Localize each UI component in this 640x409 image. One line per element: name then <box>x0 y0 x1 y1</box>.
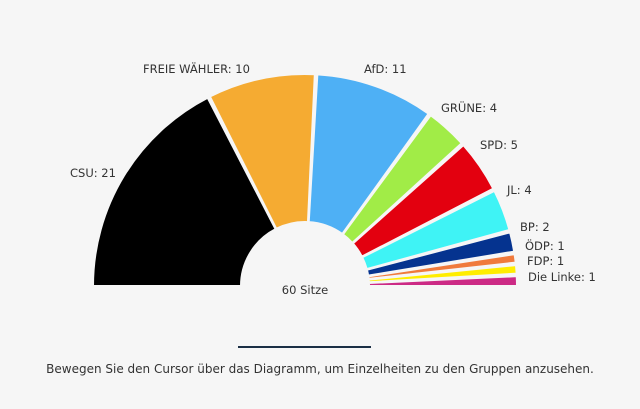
hint-text: Bewegen Sie den Cursor über das Diagramm… <box>46 362 594 376</box>
total-seats-label: 60 Sitze <box>282 283 328 297</box>
slice-spd[interactable] <box>351 143 495 258</box>
label-spd: SPD: 5 <box>480 138 518 152</box>
label-afd: AfD: 11 <box>364 62 407 76</box>
label-freie-wähler: FREIE WÄHLER: 10 <box>143 61 250 76</box>
slice-csu[interactable] <box>91 96 277 287</box>
slice-die-linke[interactable] <box>367 275 519 287</box>
label-ödp: ÖDP: 1 <box>525 237 565 253</box>
label-jl: JL: 4 <box>506 183 532 197</box>
slice-freie-wähler[interactable] <box>208 73 316 231</box>
slice-afd[interactable] <box>307 73 430 236</box>
label-grüne: GRÜNE: 4 <box>441 99 497 115</box>
label-csu: CSU: 21 <box>70 166 116 180</box>
parliament-chart: CSU: 21 FREIE WÄHLER: 10 AfD: 11 GRÜNE: 4 SP… <box>70 61 596 297</box>
label-fdp: FDP: 1 <box>527 254 564 268</box>
label-bp: BP: 2 <box>520 220 550 234</box>
label-die-linke: Die Linke: 1 <box>528 270 596 284</box>
divider <box>238 346 371 348</box>
